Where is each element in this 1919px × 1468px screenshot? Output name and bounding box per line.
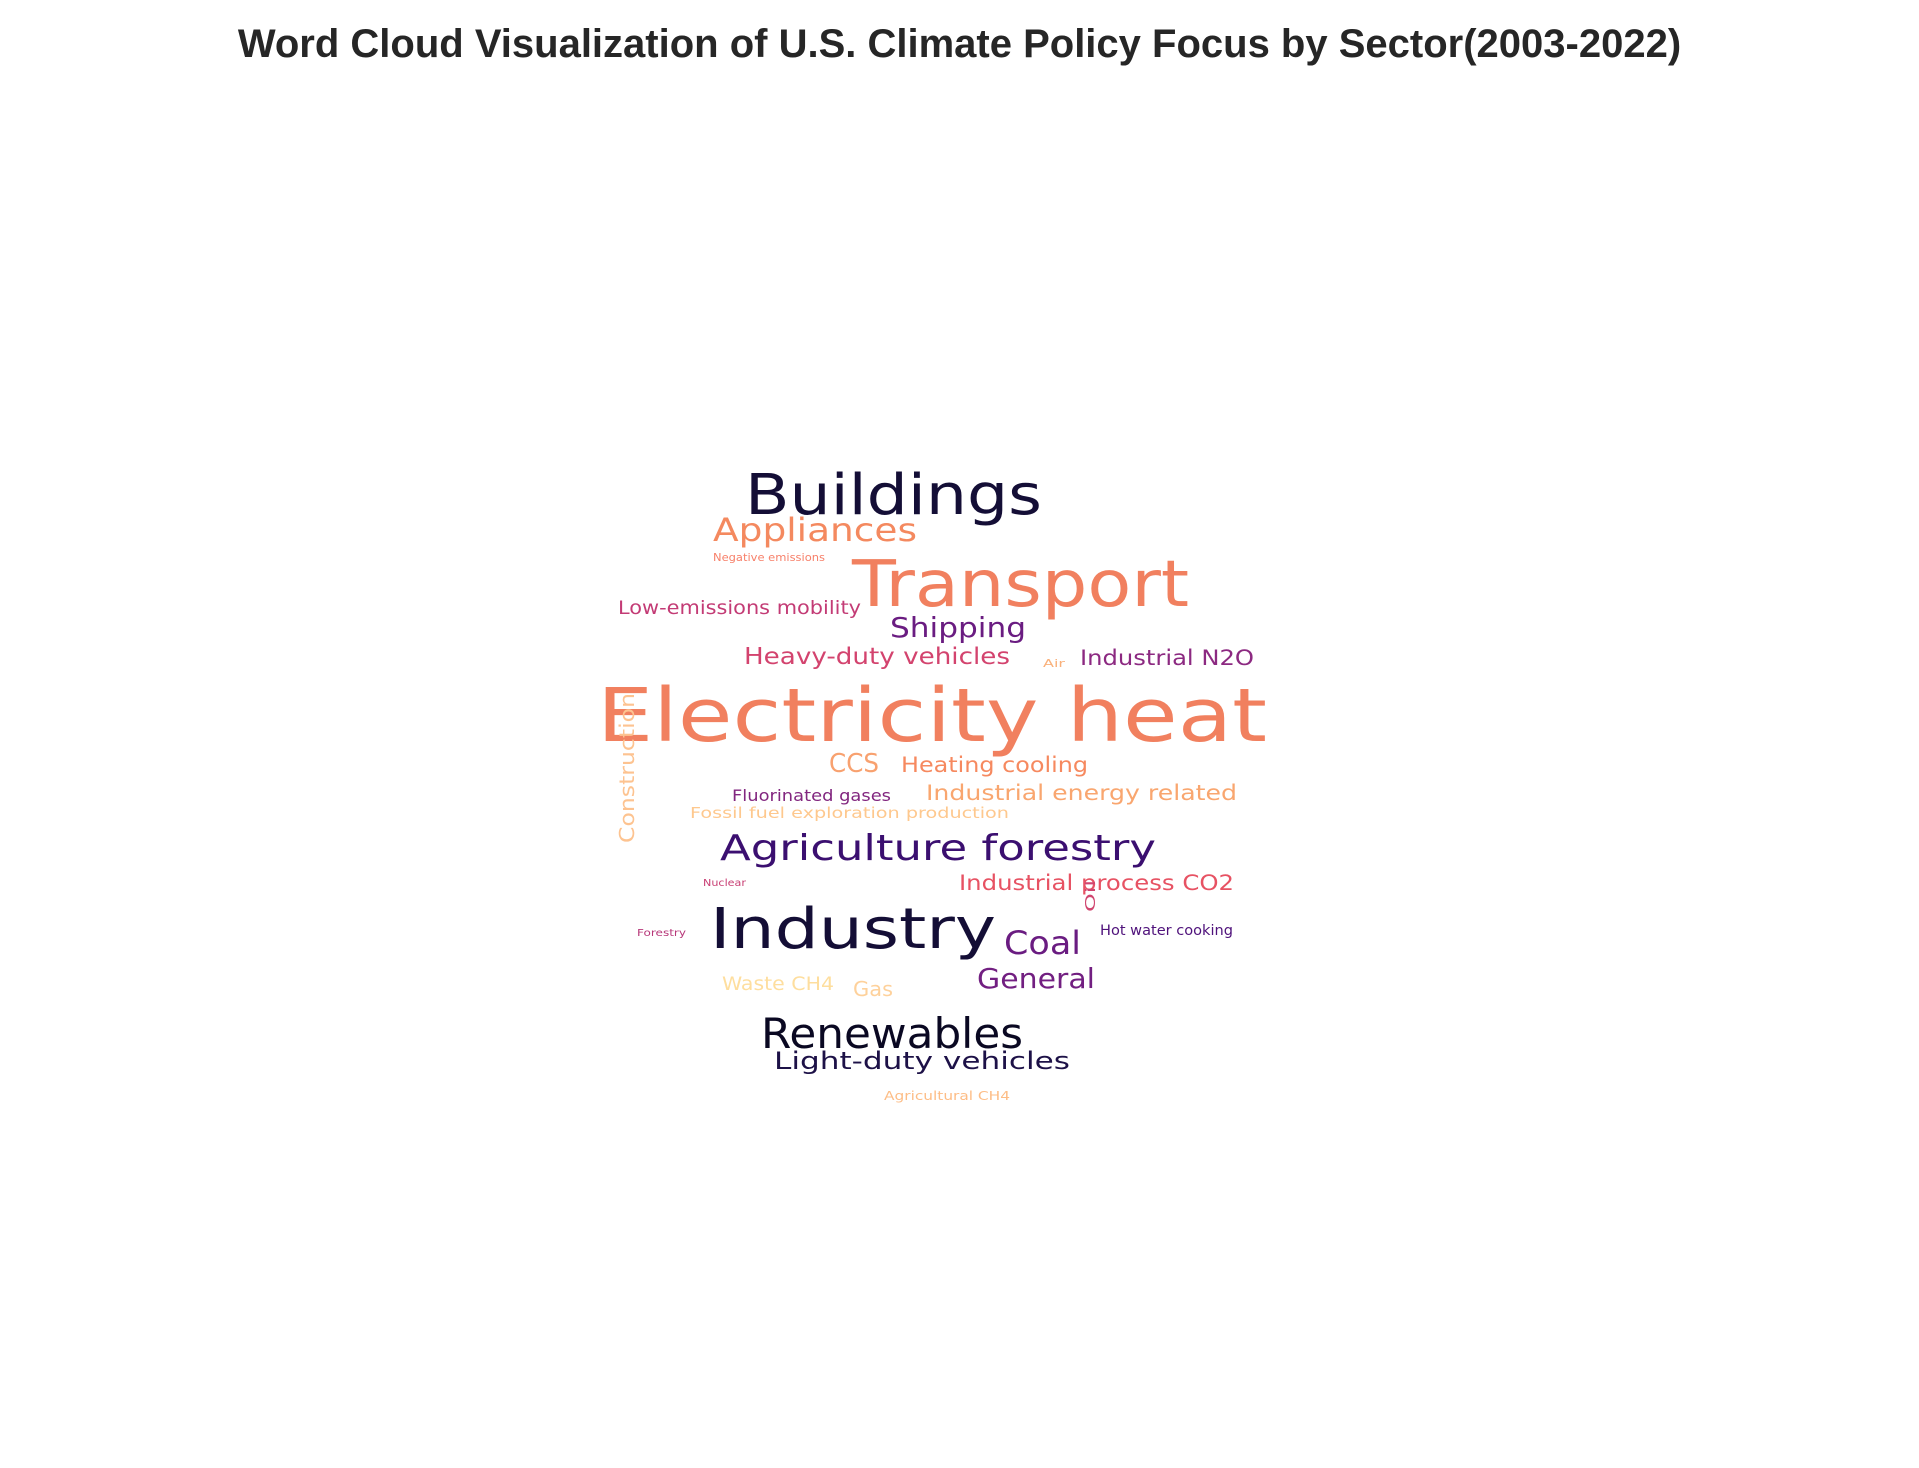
chart-title: Word Cloud Visualization of U.S. Climate… <box>237 22 1682 66</box>
word-gas: Gas <box>853 977 893 1001</box>
word-industrial-energy-related: Industrial energy related <box>926 781 1237 805</box>
word-renewables: Renewables <box>761 1009 1023 1058</box>
word-forestry: Forestry <box>637 928 686 939</box>
word-nuclear: Nuclear <box>703 878 747 889</box>
word-oil: Oil <box>1084 880 1099 912</box>
word-fluorinated-gases: Fluorinated gases <box>732 786 891 805</box>
word-buildings: Buildings <box>745 463 1042 528</box>
word-construction: Construction <box>615 693 639 843</box>
word-transport: Transport <box>851 548 1189 622</box>
word-hot-water-cooking: Hot water cooking <box>1100 923 1233 939</box>
word-fossil-fuel-exploration-production: Fossil fuel exploration production <box>690 804 1009 822</box>
word-heating-cooling: Heating cooling <box>901 753 1088 777</box>
word-shipping: Shipping <box>890 611 1026 644</box>
word-heavy-duty-vehicles: Heavy-duty vehicles <box>744 644 1010 670</box>
word-negative-emissions: Negative emissions <box>713 551 825 564</box>
word-ccs: CCS <box>829 749 879 779</box>
word-industry: Industry <box>710 897 996 962</box>
word-air: Air <box>1043 657 1066 670</box>
word-waste-ch4: Waste CH4 <box>722 973 834 995</box>
word-appliances: Appliances <box>713 511 917 549</box>
word-light-duty-vehicles: Light-duty vehicles <box>774 1047 1070 1075</box>
word-agricultural-ch4: Agricultural CH4 <box>884 1089 1010 1103</box>
word-coal: Coal <box>1004 924 1081 962</box>
word-industrial-process-co2: Industrial process CO2 <box>959 871 1234 895</box>
word-electricity-heat: Electricity heat <box>597 673 1267 759</box>
word-general: General <box>977 962 1095 995</box>
word-low-emissions-mobility: Low-emissions mobility <box>618 597 861 619</box>
word-agriculture-forestry: Agriculture forestry <box>720 828 1156 869</box>
word-industrial-n2o: Industrial N2O <box>1080 646 1254 670</box>
